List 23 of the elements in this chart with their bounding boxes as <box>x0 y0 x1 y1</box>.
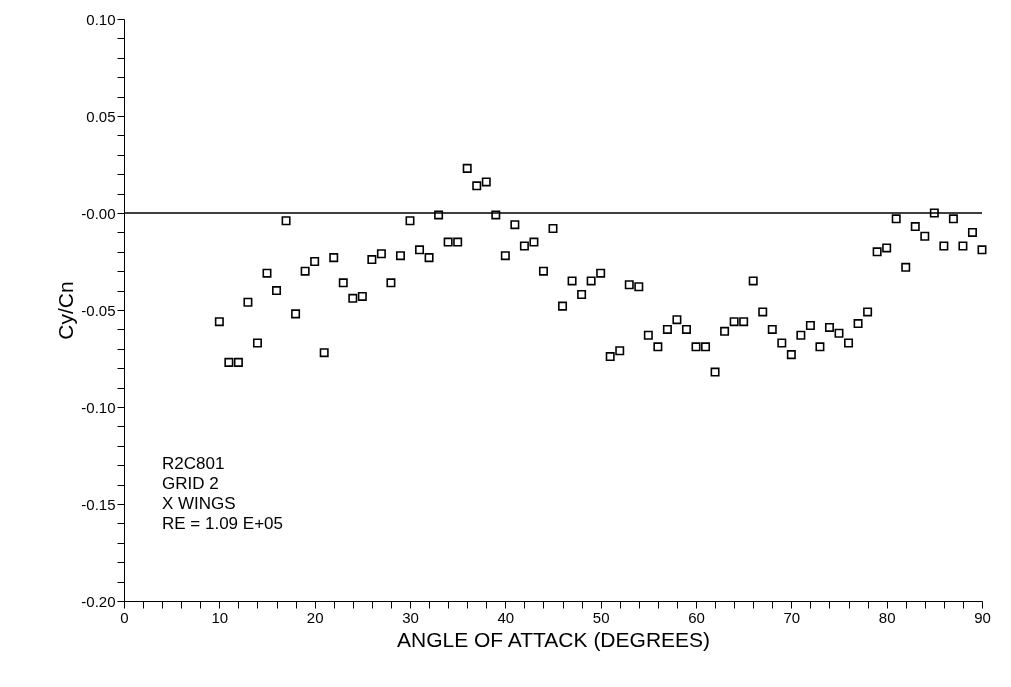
x-tick-label: 0 <box>120 608 129 626</box>
x-tick-label: 30 <box>402 608 419 626</box>
x-tick-label: 40 <box>497 608 515 626</box>
annotation: RE = 1.09 E+05 <box>162 514 283 533</box>
annotation: GRID 2 <box>162 474 219 493</box>
y-tick-label: -0.05 <box>81 301 116 319</box>
y-tick-label: -0.15 <box>81 495 116 513</box>
x-axis-title: ANGLE OF ATTACK (DEGREES) <box>396 627 711 651</box>
y-axis-title: Cy/Cn <box>54 281 78 340</box>
x-tick-label: 10 <box>211 608 229 626</box>
y-tick-label: 0.05 <box>86 107 116 125</box>
annotation: X WINGS <box>162 494 236 513</box>
annotation: R2C801 <box>162 454 225 473</box>
x-tick-label: 80 <box>878 608 896 626</box>
y-tick-label: -0.00 <box>81 204 116 222</box>
y-tick-label: -0.10 <box>81 398 116 416</box>
x-tick-label: 20 <box>306 608 324 626</box>
x-tick-label: 90 <box>974 608 991 626</box>
y-tick-label: 0.10 <box>86 10 116 28</box>
x-tick-label: 50 <box>592 608 610 626</box>
x-tick-label: 70 <box>783 608 801 626</box>
y-tick-label: -0.20 <box>81 592 116 610</box>
x-tick-label: 60 <box>688 608 705 626</box>
